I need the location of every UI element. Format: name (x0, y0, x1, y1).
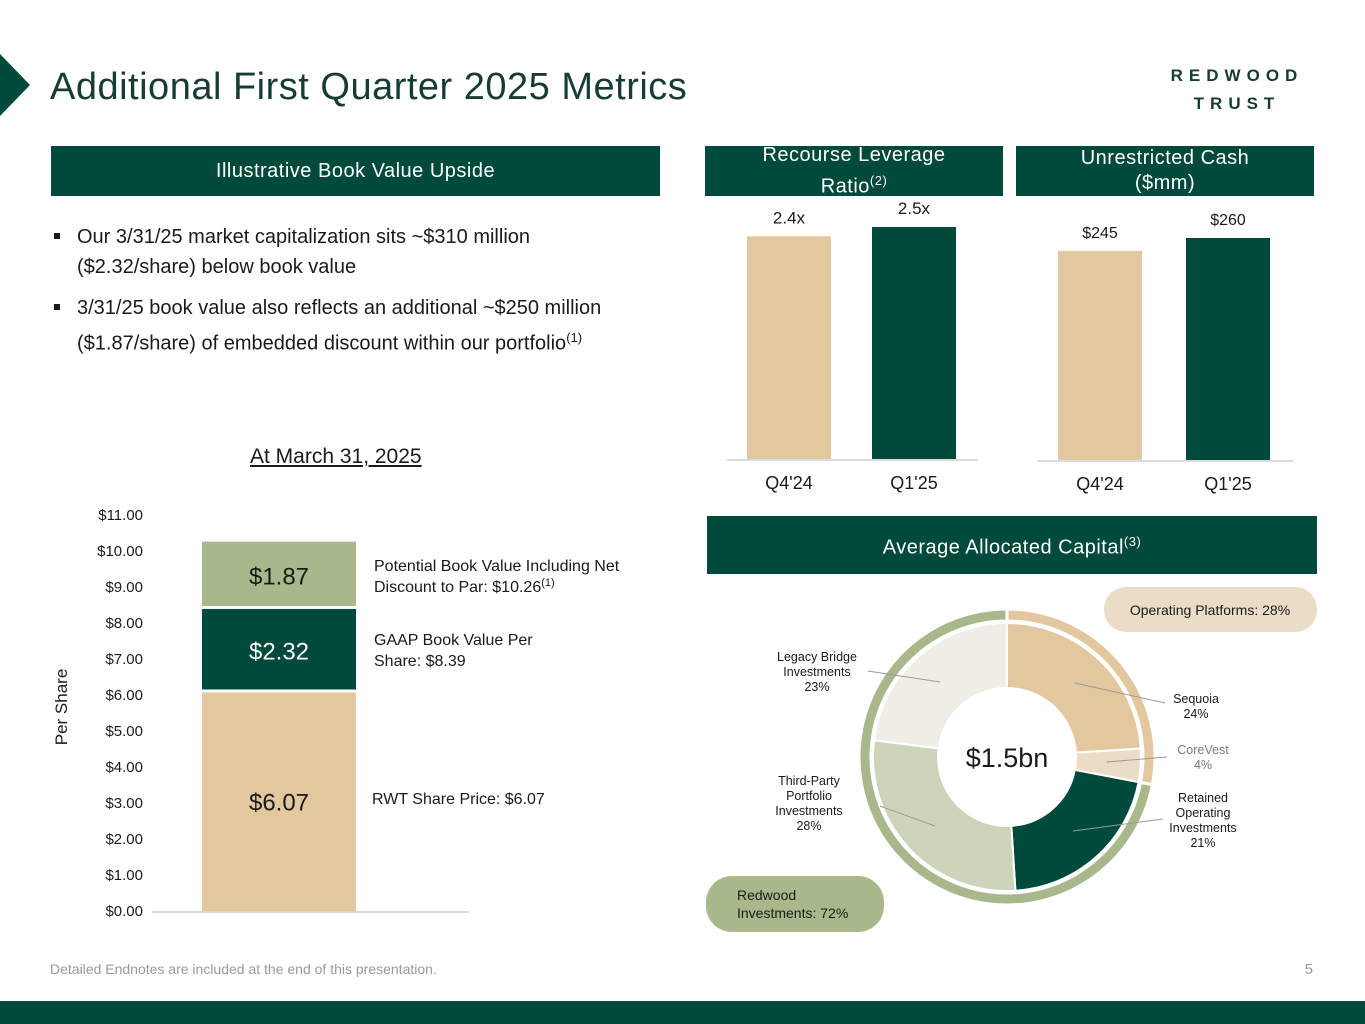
leader-line (1106, 756, 1168, 763)
y-axis-label: Per Share (52, 669, 71, 746)
y-tick-label: $4.00 (105, 759, 143, 776)
y-tick-label: $11.00 (98, 507, 143, 524)
cash-category-label: Q1'25 (1204, 474, 1251, 494)
operating-platforms-label: Operating Platforms: 28% (1130, 602, 1290, 618)
company-logo: REDWOOD TRUST (1157, 62, 1317, 118)
bullet-embedded-discount: 3/31/25 book value also reflects an addi… (50, 293, 650, 359)
leverage-category-label: Q4'24 (765, 473, 812, 493)
y-tick-label: $8.00 (105, 615, 143, 632)
cash-value-label: $260 (1210, 212, 1246, 229)
y-tick-label: $3.00 (105, 795, 143, 812)
leverage-bar (872, 227, 956, 459)
leader-line (1072, 818, 1164, 832)
stacked-bar-segment (202, 608, 356, 690)
logo-line-2: TRUST (1193, 94, 1281, 113)
book-value-banner: Illustrative Book Value Upside (51, 146, 660, 196)
stacked-bar-segment (202, 692, 356, 911)
allocated-capital-chart: $1.5bn Sequoia 24% CoreVest 4% Retained Operat… (706, 587, 1317, 932)
y-tick-label: $7.00 (105, 651, 143, 668)
page-number: 5 (1304, 961, 1313, 978)
cash-category-label: Q4'24 (1076, 474, 1123, 494)
y-tick-label: $6.00 (105, 687, 143, 704)
donut-slice (872, 621, 1008, 750)
cash-bar (1186, 238, 1270, 460)
capital-banner-text: Average Allocated Capital(3) (882, 534, 1142, 559)
stacked-bar-segment (202, 541, 356, 606)
operating-platforms-pill (1104, 587, 1317, 632)
annotation-potential-book-value: Potential Book Value Including Net Discou… (374, 558, 620, 596)
leverage-banner: Recourse Leverage Ratio(2) (705, 144, 1003, 197)
cash-banner: Unrestricted Cash ($mm) (1016, 146, 1314, 196)
slice-label-third-party: Third-Party Portfolio Investments 28% (775, 774, 842, 833)
y-tick-label: $2.00 (105, 831, 143, 848)
slice-label-retained-operating: Retained Operating Investments 21% (1169, 791, 1236, 850)
outer-ring-segment (857, 607, 1155, 907)
annotation-share-price: RWT Share Price: $6.07 (372, 791, 545, 808)
segment-value-label: $1.87 (249, 563, 309, 590)
bullet-market-cap: Our 3/31/25 market capitalization sits ~… (50, 222, 650, 282)
leverage-value-label: 2.4x (773, 208, 806, 227)
leader-line (867, 670, 941, 683)
book-value-banner-text: Illustrative Book Value Upside (215, 159, 496, 182)
cash-bar (1058, 250, 1142, 460)
donut-slice (1006, 621, 1142, 754)
slice-label-sequoia: Sequoia 24% (1173, 692, 1219, 721)
leverage-banner-text: Recourse Leverage Ratio(2) (762, 143, 946, 198)
book-value-chart: $0.00 $1.00 $2.00 $3.00 $4.00 $5.00 $6.00 $7.00… (52, 507, 620, 920)
title-arrow-icon (0, 54, 30, 116)
page-title: Additional First Quarter 2025 Metrics (50, 66, 688, 108)
logo-line-1: REDWOOD (1170, 66, 1304, 85)
annotation-gaap-book-value: GAAP Book Value Per Share: $8.39 (374, 632, 533, 670)
y-tick-label: $9.00 (105, 579, 143, 596)
redwood-investments-label: Redwood Investments: 72% (737, 887, 848, 921)
cash-banner-text: Unrestricted Cash ($mm) (1080, 147, 1250, 194)
redwood-investments-pill (706, 876, 884, 932)
leader-line (879, 805, 936, 827)
y-tick-label: $0.00 (105, 903, 143, 920)
leverage-value-label: 2.5x (898, 199, 931, 218)
leader-line (1074, 682, 1166, 704)
slice-label-legacy-bridge: Legacy Bridge Investments 23% (777, 650, 857, 694)
book-value-chart-subheading: At March 31, 2025 (250, 445, 422, 468)
capital-banner: Average Allocated Capital(3) (707, 516, 1317, 574)
leverage-bar (747, 236, 831, 459)
footer-bar (0, 1001, 1365, 1024)
y-tick-label: $5.00 (105, 723, 143, 740)
y-tick-label: $10.00 (97, 543, 143, 560)
segment-value-label: $2.32 (249, 639, 309, 666)
donut-center-label: $1.5bn (966, 743, 1049, 773)
endnote-text: Detailed Endnotes are included at the en… (50, 961, 437, 977)
y-tick-label: $1.00 (105, 867, 143, 884)
cash-chart: $245 Q4'24 $260 Q1'25 (1037, 212, 1293, 494)
donut-slice (872, 739, 1017, 892)
slice-label-corevest: CoreVest 4% (1177, 743, 1229, 772)
leverage-chart: 2.4x Q4'24 2.5x Q1'25 (727, 199, 978, 493)
book-value-bullets: Our 3/31/25 market capitalization sits ~… (50, 222, 650, 370)
leverage-category-label: Q1'25 (890, 473, 937, 493)
cash-value-label: $245 (1082, 225, 1118, 242)
segment-value-label: $6.07 (249, 790, 309, 817)
